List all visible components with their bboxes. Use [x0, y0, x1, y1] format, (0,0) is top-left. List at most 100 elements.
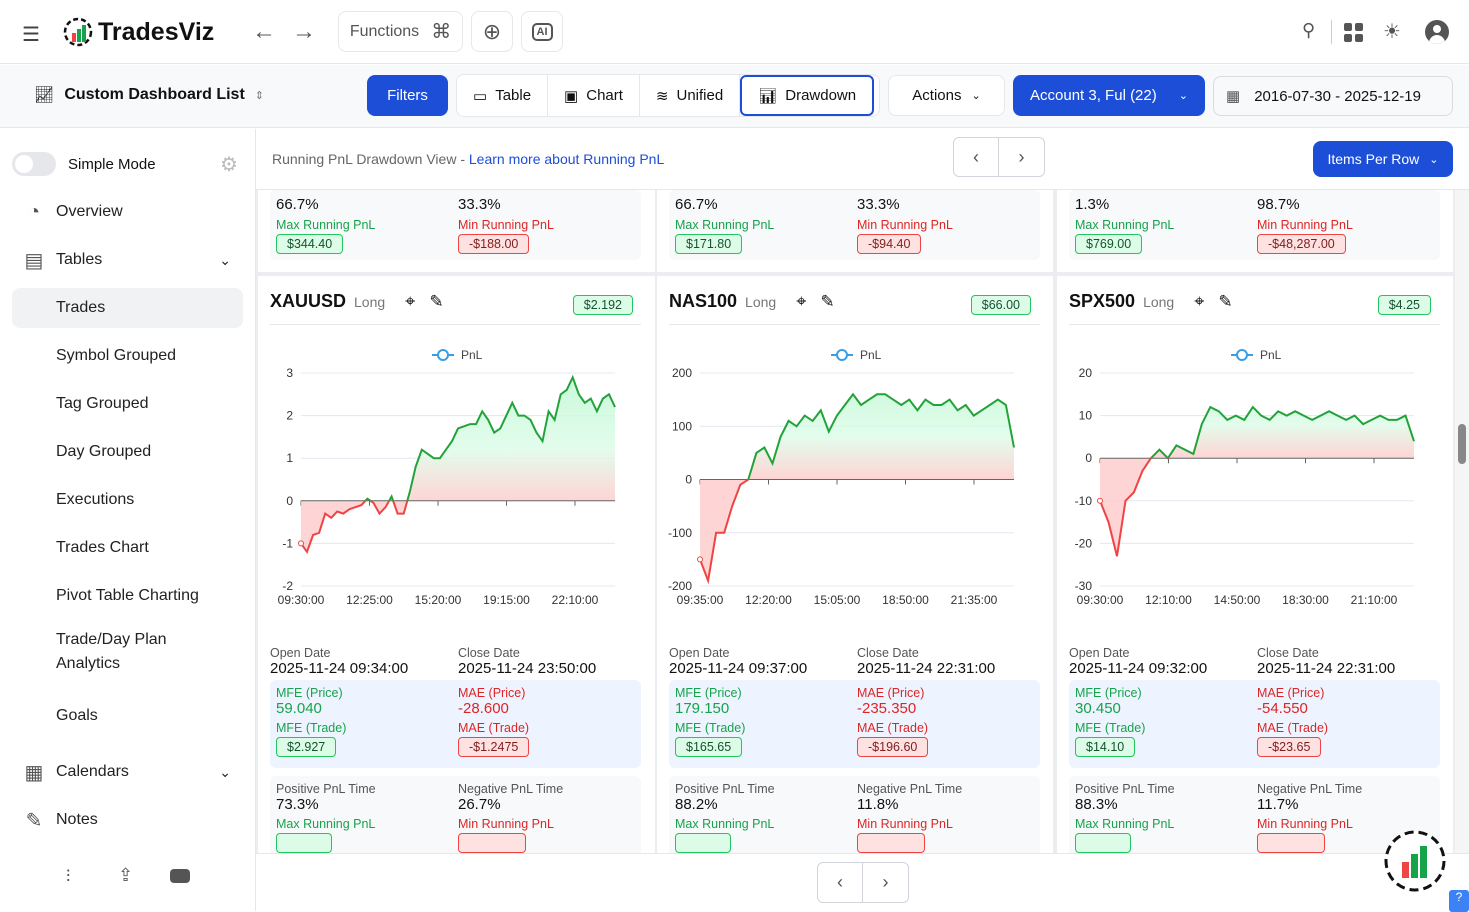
edit-pencil-icon[interactable]: ✎ [1218, 291, 1233, 311]
crosshair-icon[interactable]: ⌖ [405, 291, 416, 311]
chevron-down-icon: ⌄ [1178, 90, 1188, 102]
sidebar-item-tag-grouped[interactable]: Tag Grouped [12, 384, 243, 424]
items-per-row-dropdown[interactable]: Items Per Row ⌄ [1313, 141, 1453, 177]
sidebar-item-goals[interactable]: Goals [12, 696, 243, 736]
functions-button[interactable]: Functions ⌘ [338, 11, 463, 52]
sidebar-item-label: Trades [56, 299, 106, 316]
max-running-pnl-label: Max Running PnL [675, 817, 775, 831]
bottom-pager: ‹ › [817, 862, 909, 903]
view-table-button[interactable]: ▭ Table [457, 75, 549, 116]
legend-label: PnL [461, 348, 483, 362]
chart-line-icon: 📈︎ [34, 87, 55, 104]
next-page-button[interactable]: › [1018, 146, 1025, 167]
mae-price-label: MAE (Price) [458, 686, 526, 700]
view-unified-button[interactable]: ≋ Unified [640, 75, 741, 116]
sidebar-item-label: Pivot Table Charting [56, 587, 199, 604]
edit-pencil-icon[interactable]: ✎ [429, 291, 444, 311]
sidebar-item-trades[interactable]: Trades [12, 288, 243, 328]
mfe-price-label: MFE (Price) [675, 686, 742, 700]
sidebar-item-calendars[interactable]: ▦ Calendars ⌄ [12, 752, 243, 792]
positive-pnl-time-value: 66.7% [675, 196, 718, 213]
sidebar-item-label: Overview [56, 203, 123, 220]
close-date-label: Close Date [1257, 646, 1319, 660]
date-range-picker[interactable]: ▦ 2016-07-30 - 2025-12-19 [1213, 76, 1453, 116]
command-icon: ⌘ [431, 21, 452, 43]
x-tick-label: 21:10:00 [1351, 593, 1398, 607]
filters-button[interactable]: Filters [367, 75, 448, 116]
prev-page-button[interactable]: ‹ [818, 863, 863, 902]
calendar-icon: ▦ [1226, 88, 1241, 105]
chevron-down-icon: ⌄ [219, 763, 231, 780]
crosshair-icon[interactable]: ⌖ [796, 291, 807, 311]
sidebar-item-overview[interactable]: ◔ Overview [12, 192, 243, 232]
actions-dropdown[interactable]: Actions ⌄ [888, 75, 1005, 116]
sliders-icon[interactable]: ⫶ [66, 867, 71, 886]
avatar-icon[interactable] [1425, 20, 1449, 44]
max-running-pnl-label: Max Running PnL [1075, 218, 1175, 232]
negative-pnl-time-label: Negative PnL Time [458, 782, 564, 796]
help-icon[interactable]: ? [1449, 890, 1469, 912]
trade-symbol[interactable]: NAS100 [669, 291, 738, 311]
pie-chart-icon: ◔ [27, 200, 41, 223]
tradesviz-assistant-icon[interactable] [1384, 830, 1446, 892]
x-tick-label: 21:35:00 [951, 593, 998, 607]
crosshair-icon[interactable]: ⌖ [1194, 291, 1205, 311]
trade-card: XAUUSD Long ⌖ ✎ $2.192 PnL 3 2 1 0 -1 -2 09:30:… [258, 276, 655, 853]
top-navbar: ☰ TradesViz ← → Functions ⌘ ⊕ AI ⚲ ☀ [0, 0, 1469, 64]
sidebar-item-symbol-grouped[interactable]: Symbol Grouped [12, 336, 243, 376]
close-date-value: 2025-11-24 22:31:00 [857, 660, 996, 677]
settings-gear-icon[interactable]: ⚙ [220, 154, 238, 176]
max-running-pnl-value: $344.40 [276, 234, 344, 254]
simple-mode-toggle[interactable] [12, 152, 56, 176]
close-date-value: 2025-11-24 22:31:00 [1257, 660, 1396, 677]
content-subheader: Running PnL Drawdown View - Learn more a… [256, 129, 1469, 190]
dashboard-list-selector[interactable]: 📈︎ Custom Dashboard List ⇕ [34, 85, 264, 105]
edit-pencil-icon[interactable]: ✎ [820, 291, 835, 311]
add-button[interactable]: ⊕ [471, 11, 513, 52]
y-tick-label: 0 [1085, 451, 1092, 465]
sidebar-item-trades-chart[interactable]: Trades Chart [12, 528, 243, 568]
sidebar-item-executions[interactable]: Executions [12, 480, 243, 520]
y-tick-label: 3 [286, 366, 293, 380]
table-icon: ▤ [24, 249, 44, 272]
back-arrow-icon[interactable]: ← [252, 18, 276, 45]
x-tick-label: 12:25:00 [346, 593, 393, 607]
max-running-pnl-value: $769.00 [1075, 234, 1143, 254]
logo-icon [63, 17, 93, 47]
x-tick-label: 14:50:00 [1214, 593, 1261, 607]
running-pnl-chart[interactable]: PnL 3 2 1 0 -1 -209:30:00 12:25:00 15:20:00 19:15… [258, 346, 655, 626]
app-logo[interactable]: TradesViz [62, 16, 214, 48]
scrollbar[interactable] [1455, 190, 1469, 853]
menu-icon[interactable]: ☰ [22, 24, 40, 46]
view-drawdown-button[interactable]: 📊︎ Drawdown [740, 75, 875, 116]
sidebar-item-day-grouped[interactable]: Day Grouped [12, 432, 243, 472]
min-running-pnl-label: Min Running PnL [1257, 218, 1353, 232]
open-date-value: 2025-11-24 09:32:00 [1069, 660, 1208, 677]
next-page-button[interactable]: › [882, 872, 889, 892]
prev-page-button[interactable]: ‹ [954, 138, 999, 176]
ai-button[interactable]: AI [521, 11, 563, 52]
sidebar-item-trade-day-plan-analytics[interactable]: Trade/Day Plan Analytics [12, 624, 243, 680]
divider [1331, 20, 1332, 44]
view-chart-button[interactable]: ▣ Chart [548, 75, 640, 116]
cards-grid: 66.7% 33.3% Max Running PnL $344.40 Min R… [256, 190, 1455, 853]
min-running-pnl-value: -$94.40 [857, 234, 922, 254]
search-icon[interactable]: ⚲ [1302, 20, 1316, 40]
sidebar-item-notes[interactable]: ✎ Notes [12, 800, 243, 840]
youtube-icon[interactable] [170, 869, 190, 883]
open-date-label: Open Date [1069, 646, 1130, 660]
sidebar-item-tables[interactable]: ▤ Tables ⌄ [12, 240, 243, 280]
sidebar-item-pivot-table-charting[interactable]: Pivot Table Charting [12, 576, 243, 616]
account-dropdown[interactable]: Account 3, Ful (22) ⌄ [1013, 75, 1205, 116]
open-date-label: Open Date [270, 646, 331, 660]
apps-grid-icon[interactable] [1344, 23, 1363, 42]
open-date-value: 2025-11-24 09:37:00 [669, 660, 808, 677]
trade-symbol[interactable]: SPX500 [1069, 291, 1136, 311]
trade-symbol[interactable]: XAUUSD [270, 291, 347, 311]
theme-sun-icon[interactable]: ☀ [1383, 21, 1401, 43]
learn-more-link[interactable]: Learn more about Running PnL [468, 151, 665, 167]
forward-arrow-icon[interactable]: → [292, 18, 316, 45]
upload-icon[interactable]: ⇪ [118, 865, 134, 885]
